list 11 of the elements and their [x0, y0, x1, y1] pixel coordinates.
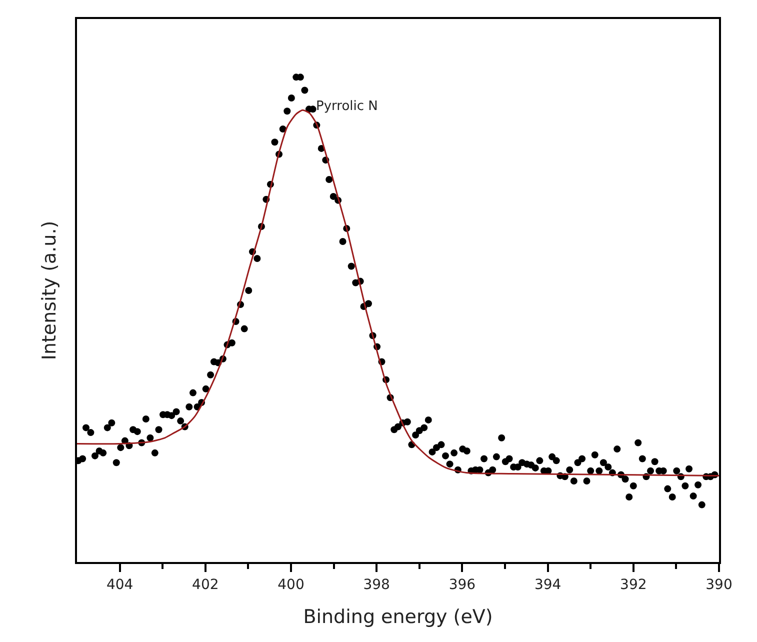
x-axis-title: Binding energy (eV) [303, 606, 493, 628]
x-tick-label: 396 [448, 576, 476, 593]
x-tick-label: 398 [363, 576, 390, 593]
x-tick-label: 392 [620, 576, 647, 593]
x-tick-label: 390 [706, 576, 732, 593]
annotation: Pyrrolic N [316, 99, 378, 114]
x-tick-label: 402 [192, 576, 219, 593]
x-tick-label: 394 [534, 576, 562, 593]
x-tick-label: 400 [278, 576, 304, 593]
x-tick-label: 404 [106, 576, 134, 593]
y-axis-title: Intensity (a.u.) [38, 220, 60, 360]
